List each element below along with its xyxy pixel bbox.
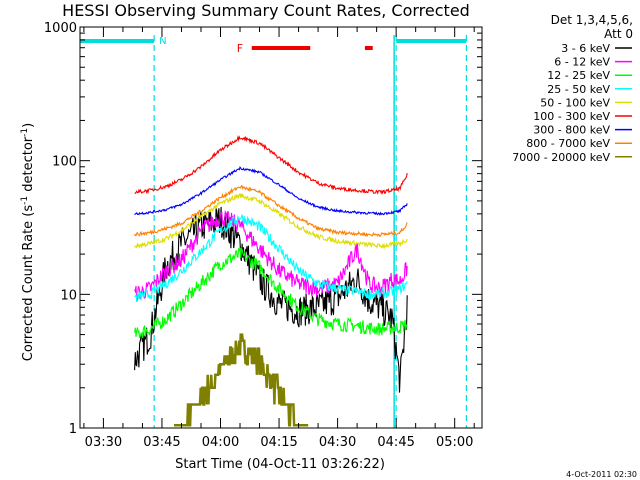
y-tick-label: 10 <box>60 288 77 303</box>
legend-header-line-1: Det 1,3,4,5,6, <box>551 13 633 27</box>
x-tick-label: 04:15 <box>260 435 297 450</box>
legend-label: 100 - 300 keV <box>533 110 610 123</box>
legend-label: 800 - 7000 keV <box>526 137 610 150</box>
series-line-1 <box>134 209 408 302</box>
night-label: N <box>159 36 166 47</box>
footer-timestamp: 4-Oct-2011 02:30 <box>566 470 637 479</box>
legend-label: 300 - 800 keV <box>533 124 610 137</box>
x-tick-label: 03:45 <box>143 435 180 450</box>
flare-label: F <box>237 42 243 55</box>
legend-label: 7000 - 20000 keV <box>512 151 610 164</box>
x-tick-label: 04:45 <box>377 435 414 450</box>
series-line-6 <box>134 166 408 216</box>
series-line-5 <box>134 135 408 195</box>
series-line-3 <box>134 214 408 302</box>
y-axis-label: Corrected Count Rate (s-1 detector-1) <box>20 123 36 361</box>
legend-label: 12 - 25 keV <box>547 69 610 82</box>
y-tick-label: 100 <box>52 155 77 170</box>
legend-label: 3 - 6 keV <box>561 42 610 55</box>
x-axis-label: Start Time (04-Oct-11 03:26:22) <box>175 457 385 472</box>
legend-label: 50 - 100 keV <box>540 96 610 109</box>
y-tick-label: 1 <box>69 422 77 437</box>
x-tick-label: 04:00 <box>202 435 239 450</box>
series-line-2 <box>134 247 408 339</box>
legend-label: 6 - 12 keV <box>554 56 610 69</box>
chart-title: HESSI Observing Summary Count Rates, Cor… <box>62 1 470 20</box>
axes: 1 10 100 1000 03:30 03:45 04:00 04:15 04:30 04:45… <box>44 21 483 450</box>
legend-label: 25 - 50 keV <box>547 83 610 96</box>
y-tick-label: 1000 <box>44 21 77 36</box>
series-line-8 <box>174 333 309 427</box>
series-line-4 <box>134 192 408 250</box>
x-tick-label: 05:00 <box>436 435 473 450</box>
plot-area: NF <box>80 35 467 428</box>
plot-frame <box>79 26 483 429</box>
series-line-7 <box>134 185 408 238</box>
legend-header-line-2: Att 0 <box>604 27 633 41</box>
x-tick-label: 04:30 <box>319 435 356 450</box>
series-line-0 <box>134 206 408 393</box>
x-tick-label: 03:30 <box>85 435 122 450</box>
